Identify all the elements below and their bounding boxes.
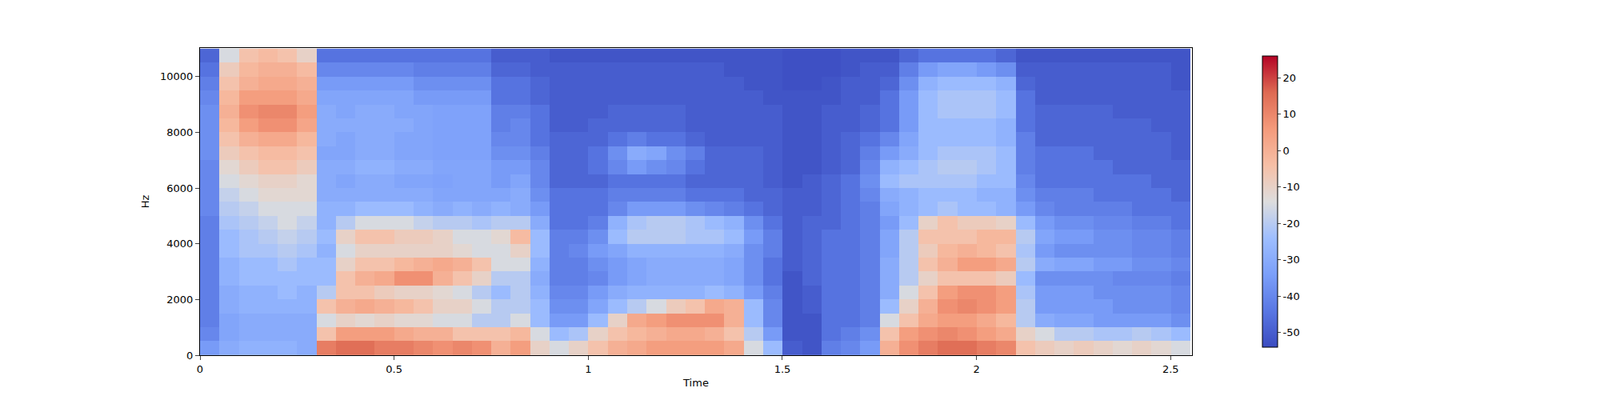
svg-text:1.5: 1.5 — [774, 363, 792, 376]
svg-text:0: 0 — [1283, 144, 1290, 157]
svg-text:0: 0 — [186, 349, 193, 362]
svg-text:-20: -20 — [1283, 217, 1300, 230]
svg-text:10000: 10000 — [160, 70, 193, 83]
svg-text:Time: Time — [682, 376, 709, 389]
svg-text:1: 1 — [584, 363, 592, 376]
svg-text:8000: 8000 — [166, 126, 193, 139]
svg-text:6000: 6000 — [166, 182, 193, 195]
svg-text:-50: -50 — [1283, 326, 1300, 339]
svg-text:10: 10 — [1283, 108, 1297, 120]
svg-text:-10: -10 — [1283, 180, 1300, 193]
svg-text:-40: -40 — [1283, 290, 1300, 303]
svg-text:Hz: Hz — [139, 195, 152, 209]
svg-text:2.5: 2.5 — [1162, 363, 1180, 376]
svg-text:0: 0 — [196, 363, 204, 376]
svg-text:20: 20 — [1283, 72, 1297, 84]
svg-text:-30: -30 — [1283, 253, 1300, 266]
svg-text:2: 2 — [973, 363, 980, 376]
svg-text:0.5: 0.5 — [385, 363, 403, 376]
svg-text:2000: 2000 — [166, 293, 193, 306]
svg-text:4000: 4000 — [166, 237, 193, 250]
